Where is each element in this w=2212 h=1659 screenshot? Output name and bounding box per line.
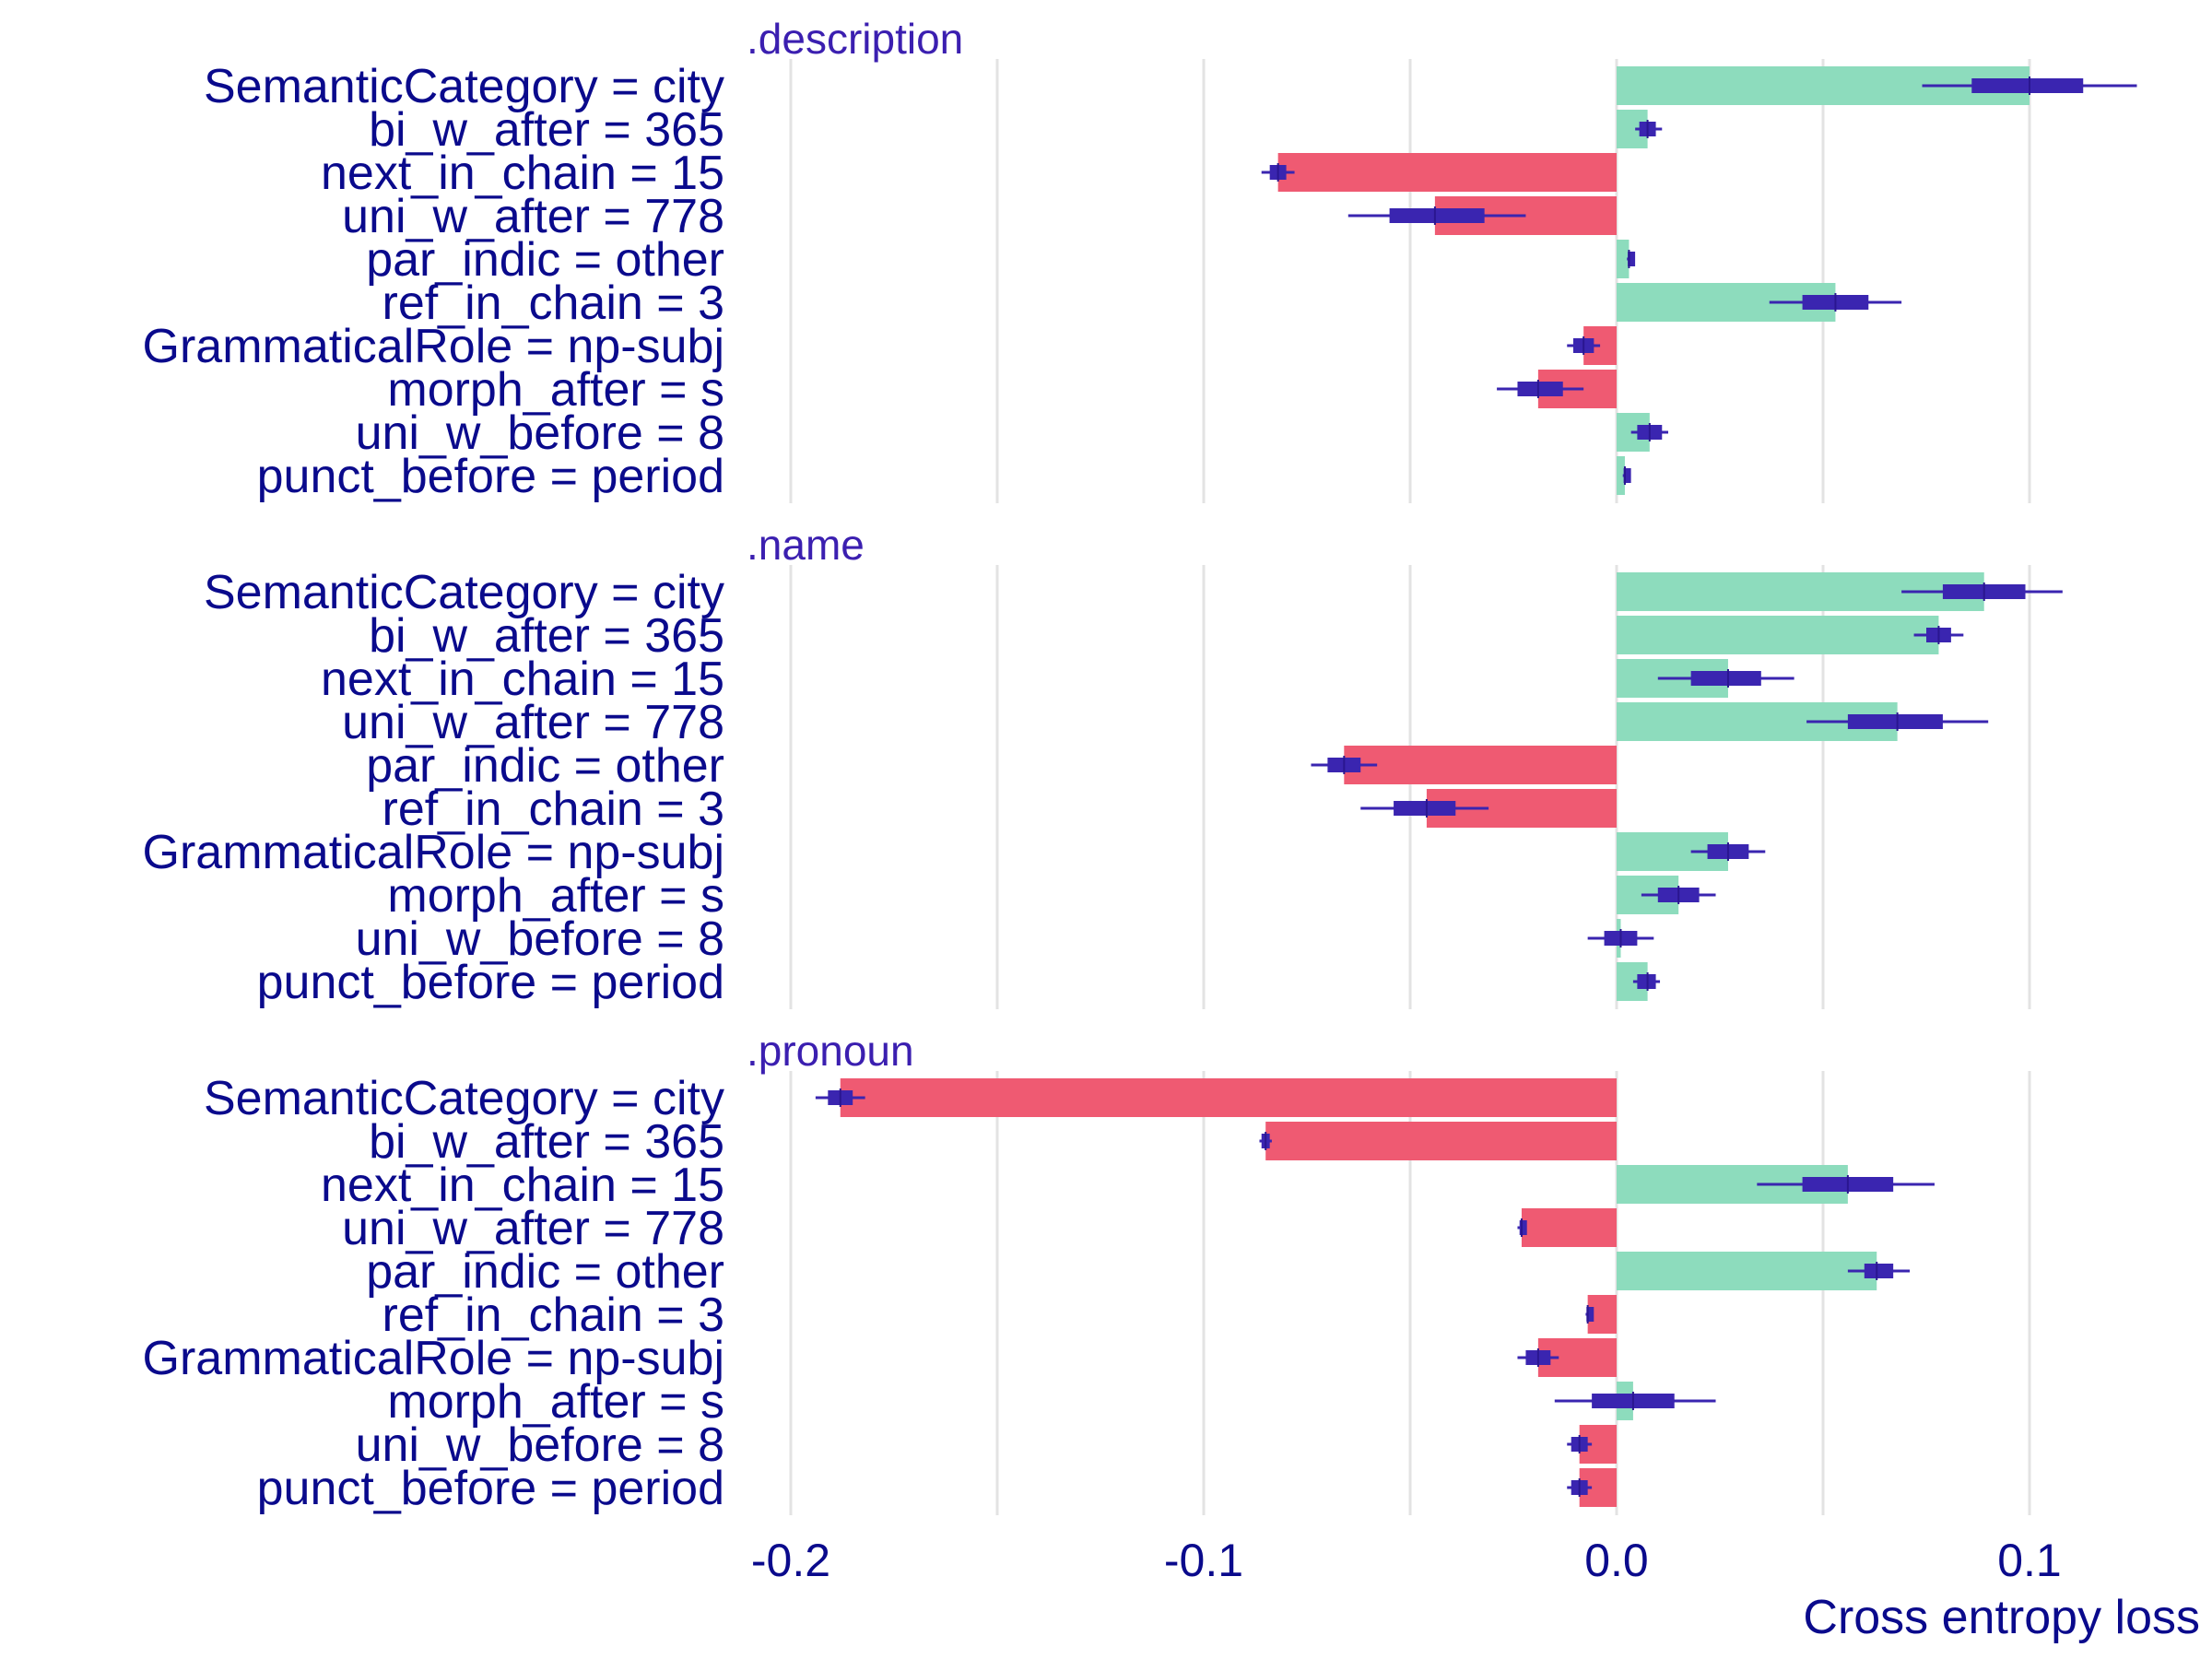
boxplot-layer — [815, 76, 2137, 1497]
feature-label: uni_w_before = 8 — [356, 406, 724, 460]
feature-label: par_indic = other — [366, 1245, 724, 1299]
boxplot-iqr — [1690, 671, 1761, 686]
x-tick-label: -0.2 — [751, 1535, 830, 1586]
boxplot-iqr — [1394, 801, 1456, 816]
x-tick-label: 0.0 — [1584, 1535, 1649, 1586]
feature-label: punct_before = period — [257, 450, 724, 503]
x-tick-label: 0.1 — [1997, 1535, 2062, 1586]
boxplot-iqr — [1519, 1220, 1527, 1235]
contribution-bar — [1617, 616, 1939, 654]
feature-label: next_in_chain = 15 — [321, 1159, 724, 1212]
feature-label: morph_after = s — [387, 363, 724, 417]
contribution-bar — [1344, 746, 1617, 784]
x-tick-label: -0.1 — [1164, 1535, 1243, 1586]
feature-label: next_in_chain = 15 — [321, 147, 724, 200]
feature-label: bi_w_after = 365 — [369, 609, 724, 663]
feature-label: SemanticCategory = city — [204, 566, 724, 619]
feature-label: SemanticCategory = city — [204, 60, 724, 113]
boxplot-iqr — [1586, 1307, 1594, 1322]
feature-label: morph_after = s — [387, 1375, 724, 1429]
feature-label: uni_w_after = 778 — [342, 696, 724, 749]
boxplot-iqr — [1971, 78, 2084, 93]
contribution-bar — [1277, 153, 1617, 192]
contribution-bar — [1617, 1252, 1877, 1290]
boxplot-iqr — [1864, 1264, 1894, 1278]
panel-title: .pronoun — [747, 1027, 914, 1075]
feature-label: par_indic = other — [366, 739, 724, 793]
boxplot-iqr — [1389, 208, 1485, 223]
bars-layer — [840, 66, 2030, 1507]
feature-label: bi_w_after = 365 — [369, 103, 724, 157]
boxplot-iqr — [1517, 382, 1563, 396]
feature-label: par_indic = other — [366, 233, 724, 287]
feature-label: uni_w_after = 778 — [342, 1202, 724, 1255]
boxplot-iqr — [1628, 252, 1636, 266]
feature-label: ref_in_chain = 3 — [382, 1288, 725, 1342]
contribution-bar — [1617, 240, 1630, 278]
contribution-bar — [840, 1078, 1617, 1117]
panel-title: .description — [747, 15, 963, 63]
x-axis-label: Cross entropy loss — [1803, 1591, 2200, 1644]
feature-label: bi_w_after = 365 — [369, 1115, 724, 1169]
grid-layer — [789, 59, 2031, 1515]
panel-title: .name — [747, 521, 865, 569]
boxplot-iqr — [1637, 974, 1656, 989]
feature-label: ref_in_chain = 3 — [382, 276, 725, 330]
feature-label: GrammaticalRole = np-subj — [143, 320, 724, 373]
feature-label: morph_after = s — [387, 869, 724, 923]
contribution-bar — [1617, 456, 1625, 495]
feature-label: uni_w_before = 8 — [356, 1418, 724, 1472]
boxplot-iqr — [1847, 714, 1943, 729]
feature-label: punct_before = period — [257, 956, 724, 1009]
feature-label: GrammaticalRole = np-subj — [143, 826, 724, 879]
feature-label: uni_w_after = 778 — [342, 190, 724, 243]
boxplot-iqr — [1623, 468, 1631, 483]
feature-label: SemanticCategory = city — [204, 1072, 724, 1125]
feature-label: GrammaticalRole = np-subj — [143, 1332, 724, 1385]
x-axis-ticks: -0.2 -0.1 0.0 0.1 — [751, 1535, 2062, 1586]
contribution-bar — [1265, 1122, 1617, 1160]
feature-label: uni_w_before = 8 — [356, 912, 724, 966]
feature-label: punct_before = period — [257, 1462, 724, 1515]
feature-label: ref_in_chain = 3 — [382, 782, 725, 836]
contribution-bar — [1521, 1208, 1617, 1247]
feature-label: next_in_chain = 15 — [321, 653, 724, 706]
